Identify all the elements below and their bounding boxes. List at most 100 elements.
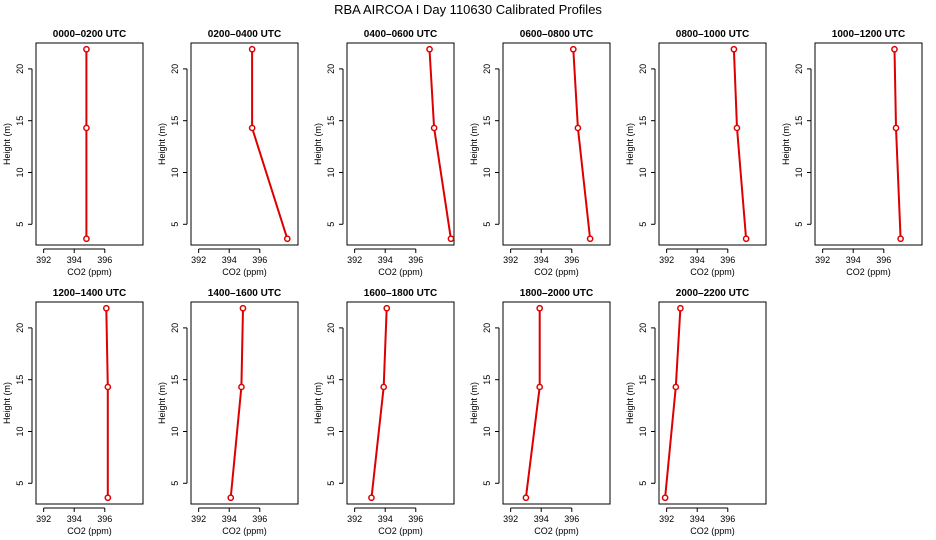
data-point <box>248 124 256 132</box>
y-tick-label: 20 <box>482 323 492 333</box>
y-tick-label: 20 <box>638 323 648 333</box>
x-tick-label: 396 <box>564 255 579 265</box>
profile-panel: 1600–1800 UTC 392 394 396 CO2 (ppm) 5 10 15 20 He… <box>313 288 455 536</box>
x-tick-label: 396 <box>720 514 735 524</box>
y-tick-label: 10 <box>15 426 25 436</box>
data-point <box>730 45 738 53</box>
y-tick-label: 10 <box>638 167 648 177</box>
y-tick-label: 10 <box>794 167 804 177</box>
profile-panel: 1000–1200 UTC 392 394 396 CO2 (ppm) 5 10 15 20 He… <box>781 29 923 277</box>
y-axis-label: Height (m) <box>469 123 479 165</box>
x-tick-label: 394 <box>534 255 549 265</box>
data-point <box>892 124 900 132</box>
plot-frame <box>190 42 299 246</box>
y-tick-label: 5 <box>170 481 180 486</box>
x-tick-label: 394 <box>67 255 82 265</box>
x-tick-label: 396 <box>408 514 423 524</box>
panel-title: 0600–0800 UTC <box>520 29 593 40</box>
profile-line <box>105 308 109 498</box>
x-axis-label: CO2 (ppm) <box>67 267 112 277</box>
y-tick-label: 5 <box>15 222 25 227</box>
y-tick-label: 20 <box>15 64 25 74</box>
y-tick-label: 10 <box>170 167 180 177</box>
data-point <box>102 304 110 312</box>
panel-title: 2000–2200 UTC <box>676 288 749 299</box>
data-point <box>83 45 90 53</box>
x-axis-label: CO2 (ppm) <box>67 526 112 536</box>
y-tick-label: 10 <box>170 426 180 436</box>
y-axis-label: Height (m) <box>313 123 323 165</box>
y-axis-label: Height (m) <box>781 123 791 165</box>
y-tick-label: 15 <box>15 375 25 385</box>
data-point <box>586 235 594 243</box>
profile-line <box>428 49 452 239</box>
y-tick-label: 5 <box>482 222 492 227</box>
x-axis-label: CO2 (ppm) <box>378 267 423 277</box>
y-axis-label: Height (m) <box>469 382 479 424</box>
y-tick-label: 5 <box>326 222 336 227</box>
plot-frame <box>502 301 611 505</box>
profile-line <box>370 308 388 498</box>
x-tick-label: 396 <box>564 514 579 524</box>
x-tick-label: 392 <box>191 255 206 265</box>
y-tick-label: 15 <box>638 116 648 126</box>
y-tick-label: 20 <box>170 323 180 333</box>
x-tick-label: 392 <box>347 255 362 265</box>
data-point <box>383 304 391 312</box>
x-tick-label: 396 <box>876 255 891 265</box>
panel-title: 0800–1000 UTC <box>676 29 749 40</box>
x-tick-label: 394 <box>222 514 237 524</box>
x-tick-label: 392 <box>191 514 206 524</box>
y-tick-label: 10 <box>638 426 648 436</box>
x-tick-label: 396 <box>408 255 423 265</box>
data-point <box>380 383 388 391</box>
profile-panel: 2000–2200 UTC 392 394 396 CO2 (ppm) 5 10 15 20 He… <box>625 288 767 536</box>
y-tick-label: 15 <box>638 375 648 385</box>
y-axis-label: Height (m) <box>157 123 167 165</box>
panel-title: 1800–2000 UTC <box>520 288 593 299</box>
profile-panel: 1400–1600 UTC 392 394 396 CO2 (ppm) 5 10 15 20 He… <box>157 288 299 536</box>
x-tick-label: 394 <box>534 514 549 524</box>
plot-frame <box>346 301 455 505</box>
y-axis-label: Height (m) <box>2 382 12 424</box>
x-tick-label: 396 <box>252 255 267 265</box>
data-point <box>733 124 741 132</box>
data-point <box>83 124 90 132</box>
panels-group: 0000–0200 UTC 392 394 396 CO2 (ppm) 5 10 15 20 He… <box>2 29 923 536</box>
data-point <box>248 45 256 53</box>
panel-title: 1400–1600 UTC <box>208 288 281 299</box>
y-tick-label: 15 <box>482 375 492 385</box>
x-axis-label: CO2 (ppm) <box>534 267 579 277</box>
data-point <box>283 235 291 243</box>
x-tick-label: 394 <box>846 255 861 265</box>
x-axis-label: CO2 (ppm) <box>534 526 579 536</box>
x-tick-label: 392 <box>503 514 518 524</box>
profile-panel: 0400–0600 UTC 392 394 396 CO2 (ppm) 5 10 15 20 He… <box>313 29 455 277</box>
y-tick-label: 5 <box>794 222 804 227</box>
plot-frame <box>658 42 767 246</box>
data-point <box>83 235 90 243</box>
data-point <box>742 235 750 243</box>
x-tick-label: 394 <box>67 514 82 524</box>
y-tick-label: 5 <box>326 481 336 486</box>
data-point <box>536 383 544 391</box>
data-point <box>897 235 904 243</box>
x-tick-label: 396 <box>720 255 735 265</box>
data-point <box>891 45 898 53</box>
profile-panel: 0000–0200 UTC 392 394 396 CO2 (ppm) 5 10 15 20 He… <box>2 29 144 277</box>
y-tick-label: 15 <box>15 116 25 126</box>
x-tick-label: 396 <box>97 514 112 524</box>
x-tick-label: 394 <box>690 514 705 524</box>
plot-frame <box>35 301 144 505</box>
x-tick-label: 394 <box>378 514 393 524</box>
y-tick-label: 15 <box>170 375 180 385</box>
y-tick-label: 20 <box>326 64 336 74</box>
x-tick-label: 392 <box>659 514 674 524</box>
y-axis-label: Height (m) <box>313 382 323 424</box>
profile-panel: 1200–1400 UTC 392 394 396 CO2 (ppm) 5 10 15 20 He… <box>2 288 144 536</box>
data-point <box>447 235 455 243</box>
y-tick-label: 15 <box>170 116 180 126</box>
data-point <box>426 45 433 53</box>
x-tick-label: 394 <box>222 255 237 265</box>
